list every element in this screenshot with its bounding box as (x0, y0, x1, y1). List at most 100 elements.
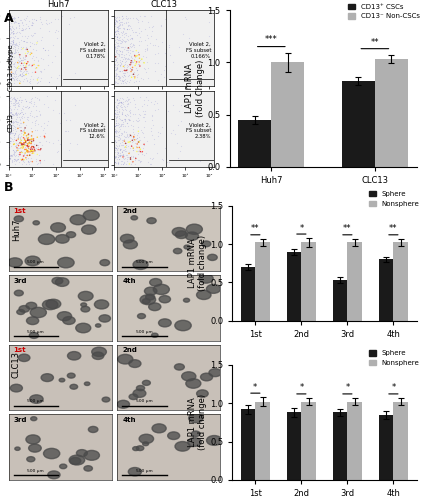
Point (113, 113, 119, 121)
Point (24, 22, 31, 30)
Point (22, 32, 28, 40)
Point (23, 132, 30, 140)
Title: Huh7: Huh7 (47, 0, 70, 9)
Point (111, 122, 118, 130)
Point (8, 40, 15, 48)
Point (28, 144, 34, 152)
Point (134, 73, 141, 81)
Point (8, 115, 14, 123)
Point (116, 105, 123, 113)
Point (114, 160, 121, 168)
Point (9, 94, 16, 102)
Point (137, 111, 144, 119)
Point (153, 98, 160, 106)
Point (25, 24, 32, 32)
Point (111, 132, 118, 140)
Point (8, 15, 14, 23)
Point (27, 148, 34, 156)
Point (154, 148, 161, 156)
Point (134, 48, 141, 56)
Point (115, 28, 122, 36)
Point (11, 101, 17, 109)
Circle shape (92, 352, 104, 360)
Point (113, 120, 120, 128)
Point (119, 141, 126, 149)
Point (148, 26, 155, 34)
Point (136, 33, 143, 41)
Point (111, 36, 118, 44)
Point (11, 48, 18, 56)
Point (122, 160, 129, 168)
Point (7, 108, 14, 116)
Circle shape (76, 450, 88, 456)
Point (120, 62, 127, 70)
Point (6, 44, 13, 52)
Point (130, 152, 136, 160)
Point (116, 141, 123, 149)
Point (26, 24, 32, 32)
Point (176, 43, 182, 51)
Point (23, 60, 30, 68)
Point (22, 151, 29, 159)
Point (112, 56, 119, 64)
Point (111, 112, 118, 120)
Point (21, 158, 28, 166)
Point (28, 62, 34, 70)
Point (45, 117, 52, 125)
Point (13, 154, 20, 162)
Point (26, 109, 33, 117)
Point (131, 103, 138, 111)
Point (30, 142, 37, 150)
Point (127, 108, 133, 116)
Point (23, 147, 30, 155)
Point (122, 31, 129, 39)
Point (112, 160, 119, 168)
Point (118, 98, 125, 106)
Point (113, 38, 120, 46)
Point (115, 24, 122, 32)
Point (115, 72, 122, 80)
Point (117, 100, 124, 108)
Point (13, 48, 20, 56)
Point (21, 70, 28, 78)
Point (12, 16, 19, 24)
Point (112, 122, 119, 130)
Point (21, 128, 28, 136)
Point (116, 24, 123, 32)
Point (16, 38, 23, 46)
Bar (286, 252, 301, 321)
Point (119, 44, 125, 52)
Point (33, 116, 40, 124)
Point (45, 78, 52, 86)
Point (11, 154, 18, 162)
Point (112, 122, 119, 130)
Point (111, 32, 118, 40)
Point (119, 106, 126, 114)
Point (121, 66, 128, 74)
Point (7, 105, 14, 113)
Point (29, 62, 36, 70)
Point (7, 44, 14, 52)
Point (10, 132, 17, 140)
Point (115, 42, 122, 50)
Point (151, 136, 158, 143)
Y-axis label: LAP1 mRNA
(fold change): LAP1 mRNA (fold change) (188, 394, 207, 450)
Point (49, 40, 56, 48)
Point (116, 125, 123, 133)
Point (14, 94, 20, 102)
Point (16, 29, 23, 37)
Point (14, 64, 21, 72)
Point (20, 25, 27, 33)
Point (112, 30, 119, 38)
Point (141, 114, 147, 122)
Point (139, 18, 146, 25)
Point (15, 110, 22, 118)
Point (46, 28, 53, 36)
Point (130, 133, 137, 141)
Point (66, 146, 73, 154)
Point (116, 146, 123, 154)
Point (122, 111, 128, 119)
Point (6, 138, 12, 146)
Point (111, 45, 118, 53)
Point (130, 132, 137, 140)
